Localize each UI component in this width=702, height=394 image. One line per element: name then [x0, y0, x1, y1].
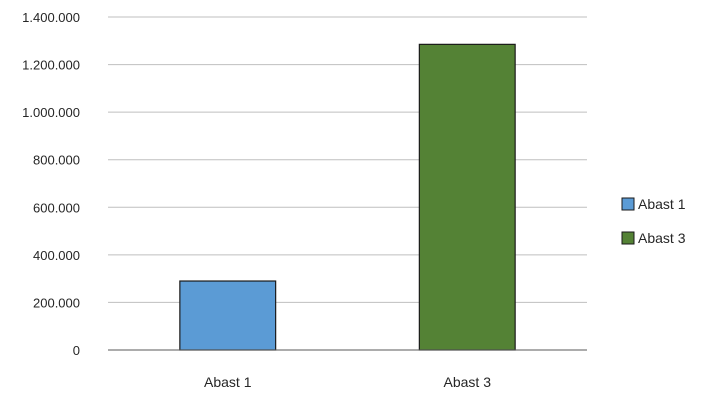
bar-abast-1	[179, 280, 277, 351]
legend-label: Abast 1	[638, 196, 686, 212]
x-category-label: Abast 1	[204, 374, 252, 390]
y-tick-label: 1.400.000	[22, 10, 80, 25]
legend-label: Abast 3	[638, 230, 686, 246]
legend: Abast 1 Abast 3	[621, 196, 686, 246]
y-tick-label: 400.000	[33, 248, 80, 263]
bars	[179, 43, 516, 351]
x-category-label: Abast 3	[444, 374, 492, 390]
y-tick-label: 200.000	[33, 295, 80, 310]
y-tick-label: 600.000	[33, 200, 80, 215]
y-tick-label: 800.000	[33, 153, 80, 168]
bar-abast-3	[418, 43, 516, 351]
legend-swatch	[621, 231, 635, 245]
y-tick-label: 1.000.000	[22, 105, 80, 120]
gridlines	[108, 16, 587, 303]
y-tick-label: 1.200.000	[22, 58, 80, 73]
legend-swatch	[621, 197, 635, 211]
y-tick-label: 0	[73, 343, 80, 358]
x-axis-category-labels: Abast 1 Abast 3	[204, 374, 491, 390]
y-axis-tick-labels: 0 200.000 400.000 600.000 800.000 1.000.000 1.…	[22, 10, 80, 358]
